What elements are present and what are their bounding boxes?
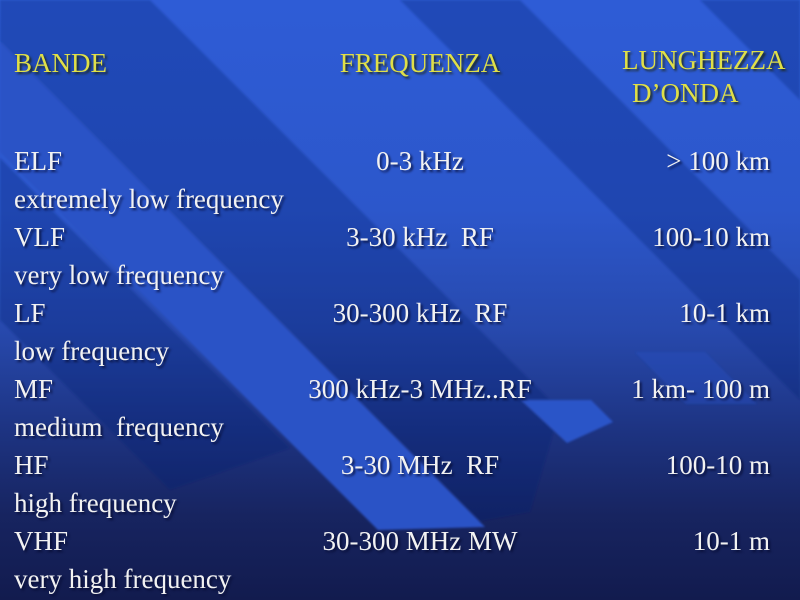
band-abbreviation: LF <box>14 298 46 328</box>
column-header-frequenza: FREQUENZA <box>339 48 501 78</box>
band-full-name: very high frequency <box>14 564 232 594</box>
diagonal-band-dark <box>400 0 800 400</box>
diagonal-band-dark <box>0 0 560 528</box>
band-wavelength: 10-1 m <box>692 526 770 556</box>
diagonal-ribbon-dash <box>635 352 757 404</box>
band-full-name: extremely low frequency <box>14 184 284 214</box>
band-abbreviation: MF <box>14 374 54 404</box>
band-full-name: medium frequency <box>14 412 224 442</box>
band-abbreviation: HF <box>14 450 49 480</box>
column-header-lunghezza-line2: D’ONDA <box>632 78 739 108</box>
band-abbreviation: VLF <box>14 222 66 252</box>
diagonal-band-dark <box>0 158 290 490</box>
diagonal-ribbon-bright <box>0 42 485 530</box>
band-frequency: 3-30 MHz RF <box>340 450 500 480</box>
band-wavelength: 100-10 m <box>665 450 770 480</box>
band-wavelength: 10-1 km <box>679 298 770 328</box>
band-frequency: 300 kHz-3 MHz..RF <box>308 374 532 404</box>
band-wavelength: 100-10 km <box>652 222 770 252</box>
band-full-name: high frequency <box>14 488 177 518</box>
band-frequency: 3-30 kHz RF <box>346 222 494 252</box>
band-abbreviation: ELF <box>14 146 63 176</box>
band-wavelength: 1 km- 100 m <box>631 374 770 404</box>
band-full-name: low frequency <box>14 336 170 366</box>
band-wavelength: > 100 km <box>666 146 770 176</box>
diagonal-band-dark <box>700 0 800 100</box>
column-header-lunghezza-donda: LUNGHEZZA D’ONDA <box>622 44 785 110</box>
column-header-bande: BANDE <box>14 48 107 78</box>
band-frequency: 30-300 kHz RF <box>332 298 508 328</box>
table-header: BANDE FREQUENZA LUNGHEZZA D’ONDA <box>0 44 800 124</box>
band-abbreviation: VHF <box>14 526 69 556</box>
band-frequency: 30-300 MHz MW <box>322 526 518 556</box>
band-frequency: 0-3 kHz <box>376 146 464 176</box>
diagonal-ribbon-dash <box>521 400 613 443</box>
band-full-name: very low frequency <box>14 260 224 290</box>
column-header-lunghezza-line1: LUNGHEZZA <box>622 45 786 75</box>
